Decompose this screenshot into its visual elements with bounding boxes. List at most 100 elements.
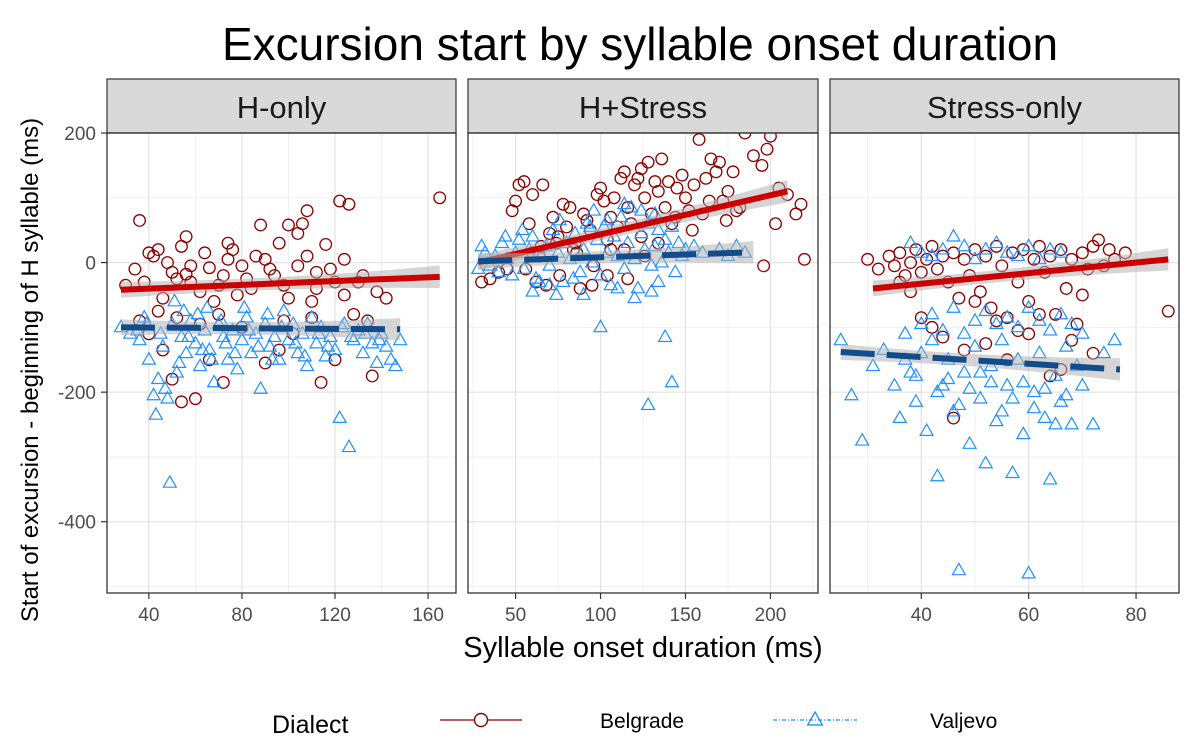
point-belgrade bbox=[1022, 295, 1036, 308]
point-valjevo bbox=[1053, 306, 1069, 320]
point-belgrade bbox=[973, 285, 987, 299]
point-valjevo bbox=[262, 338, 278, 352]
point-valjevo bbox=[1048, 367, 1063, 381]
point-valjevo bbox=[897, 325, 913, 339]
point-belgrade bbox=[175, 395, 188, 409]
point-valjevo bbox=[935, 377, 951, 391]
point-valjevo bbox=[267, 328, 282, 343]
point-valjevo bbox=[180, 328, 196, 343]
point-valjevo bbox=[946, 299, 961, 313]
point-belgrade bbox=[536, 178, 550, 192]
point-valjevo bbox=[178, 345, 194, 359]
point-belgrade bbox=[165, 265, 179, 279]
point-valjevo bbox=[999, 244, 1015, 258]
point-belgrade bbox=[314, 375, 328, 389]
panel-border bbox=[467, 132, 819, 594]
panel-stress-only: Stress-only 40 60 80 bbox=[829, 78, 1180, 626]
point-valjevo bbox=[297, 348, 313, 362]
point-valjevo bbox=[640, 396, 656, 411]
point-valjevo bbox=[664, 218, 680, 232]
point-valjevo bbox=[148, 406, 164, 420]
point-valjevo bbox=[383, 351, 399, 365]
x-tick-label: 80 bbox=[231, 605, 252, 626]
panel-data bbox=[113, 191, 447, 488]
point-belgrade bbox=[1043, 249, 1057, 263]
point-valjevo bbox=[1015, 426, 1031, 440]
point-belgrade bbox=[925, 239, 939, 253]
point-belgrade bbox=[526, 188, 540, 201]
point-belgrade bbox=[188, 392, 202, 406]
point-valjevo bbox=[236, 299, 252, 313]
point-valjevo bbox=[1031, 312, 1047, 326]
point-belgrade bbox=[704, 152, 718, 166]
point-belgrade bbox=[235, 259, 249, 273]
point-valjevo bbox=[250, 338, 266, 352]
point-belgrade bbox=[1092, 233, 1105, 247]
point-valjevo bbox=[229, 361, 245, 375]
point-valjevo bbox=[650, 221, 666, 236]
point-belgrade bbox=[1049, 307, 1062, 321]
point-valjevo bbox=[962, 380, 978, 394]
point-valjevo bbox=[327, 341, 343, 355]
point-valjevo bbox=[497, 228, 513, 242]
point-valjevo bbox=[627, 289, 642, 304]
point-valjevo bbox=[967, 251, 983, 265]
point-belgrade bbox=[305, 295, 319, 308]
point-belgrade bbox=[272, 343, 286, 357]
point-valjevo bbox=[162, 474, 178, 488]
point-valjevo bbox=[308, 335, 324, 349]
point-valjevo bbox=[369, 354, 385, 368]
point-belgrade bbox=[563, 201, 577, 214]
x-tick-label: 40 bbox=[138, 605, 159, 626]
point-belgrade bbox=[607, 191, 621, 205]
point-belgrade bbox=[202, 261, 216, 275]
point-valjevo bbox=[264, 351, 280, 365]
point-valjevo bbox=[155, 338, 171, 352]
x-tick-label: 60 bbox=[1018, 605, 1039, 626]
point-valjevo bbox=[1026, 400, 1042, 414]
point-valjevo bbox=[1021, 238, 1037, 252]
point-belgrade bbox=[539, 278, 553, 292]
point-belgrade bbox=[198, 246, 212, 260]
point-valjevo bbox=[545, 221, 561, 236]
point-valjevo bbox=[176, 302, 192, 317]
panel-border bbox=[829, 132, 1180, 594]
point-belgrade bbox=[719, 214, 733, 227]
fit-line-belgrade bbox=[120, 273, 440, 293]
point-belgrade bbox=[151, 304, 165, 318]
point-valjevo bbox=[935, 322, 951, 336]
point-valjevo bbox=[903, 234, 919, 249]
point-valjevo bbox=[616, 260, 632, 274]
point-valjevo bbox=[542, 277, 558, 291]
point-valjevo bbox=[633, 202, 649, 216]
legend: Dialect Belgrade Valjevo bbox=[272, 710, 997, 739]
point-belgrade bbox=[147, 249, 160, 263]
point-valjevo bbox=[141, 351, 157, 365]
legend-title: Dialect bbox=[272, 711, 348, 739]
point-belgrade bbox=[483, 272, 497, 286]
point-valjevo bbox=[199, 299, 215, 313]
point-belgrade bbox=[968, 243, 982, 257]
point-valjevo bbox=[1026, 383, 1042, 398]
point-belgrade bbox=[1102, 243, 1116, 257]
point-valjevo bbox=[1037, 380, 1053, 394]
point-valjevo bbox=[1042, 471, 1058, 485]
point-belgrade bbox=[947, 411, 960, 425]
point-belgrade bbox=[979, 337, 993, 351]
point-belgrade bbox=[670, 181, 684, 195]
panel-background bbox=[107, 133, 456, 593]
point-valjevo bbox=[227, 345, 243, 359]
point-valjevo bbox=[576, 286, 592, 300]
point-belgrade bbox=[760, 142, 774, 156]
point-valjevo bbox=[548, 286, 564, 300]
point-belgrade bbox=[221, 236, 235, 250]
point-valjevo bbox=[988, 315, 1004, 330]
point-belgrade bbox=[333, 194, 347, 208]
point-belgrade bbox=[989, 314, 1003, 328]
point-valjevo bbox=[935, 241, 951, 255]
x-tick-label: 150 bbox=[670, 605, 702, 626]
point-belgrade bbox=[258, 356, 272, 370]
point-valjevo bbox=[988, 234, 1004, 249]
point-belgrade bbox=[556, 197, 570, 211]
